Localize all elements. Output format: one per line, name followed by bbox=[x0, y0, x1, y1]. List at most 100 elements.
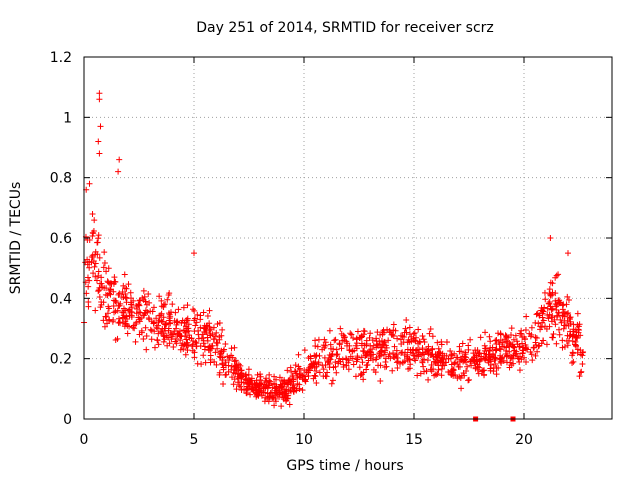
data-point bbox=[370, 351, 377, 358]
data-point bbox=[168, 331, 175, 338]
data-point bbox=[257, 373, 264, 380]
data-point bbox=[381, 329, 388, 336]
data-point bbox=[430, 353, 437, 360]
data-point bbox=[329, 377, 336, 384]
data-point bbox=[253, 377, 260, 384]
data-point bbox=[201, 346, 208, 353]
data-point bbox=[569, 359, 576, 366]
data-point bbox=[191, 354, 198, 361]
data-point bbox=[182, 351, 189, 358]
data-point bbox=[532, 352, 539, 359]
data-point bbox=[204, 334, 211, 341]
data-point bbox=[189, 347, 196, 354]
data-point bbox=[429, 346, 436, 353]
data-point bbox=[367, 342, 374, 349]
data-point bbox=[312, 342, 319, 349]
data-point bbox=[208, 345, 215, 352]
data-point bbox=[285, 381, 292, 388]
data-point bbox=[577, 332, 584, 339]
data-point bbox=[481, 355, 488, 362]
data-point bbox=[487, 338, 494, 345]
data-point bbox=[411, 337, 418, 344]
data-point bbox=[325, 359, 332, 366]
data-point bbox=[518, 356, 525, 363]
data-point bbox=[123, 321, 130, 328]
data-point bbox=[419, 345, 426, 352]
data-point bbox=[485, 351, 492, 358]
data-point bbox=[295, 351, 302, 358]
data-point bbox=[382, 349, 389, 356]
data-point bbox=[366, 348, 373, 355]
data-point bbox=[421, 351, 428, 358]
data-point bbox=[532, 339, 539, 346]
data-point bbox=[167, 313, 174, 320]
data-point bbox=[233, 361, 240, 368]
data-point bbox=[155, 319, 162, 326]
data-point bbox=[197, 312, 204, 319]
data-point bbox=[146, 299, 153, 306]
data-point bbox=[563, 310, 570, 317]
data-point bbox=[487, 365, 494, 372]
data-point bbox=[276, 374, 283, 381]
data-point bbox=[100, 299, 107, 306]
data-point bbox=[211, 358, 218, 365]
data-point bbox=[381, 364, 388, 371]
axis-ticks: 0 5 10 15 20 0 0.2 0.4 0.6 0.8 1 1.2 bbox=[50, 50, 612, 448]
data-point bbox=[552, 274, 559, 281]
data-point bbox=[242, 372, 249, 379]
data-point bbox=[489, 344, 496, 351]
data-point bbox=[377, 348, 384, 355]
data-point bbox=[148, 336, 155, 343]
data-point bbox=[86, 264, 93, 271]
data-point bbox=[111, 309, 118, 316]
data-point bbox=[573, 335, 580, 342]
data-point bbox=[468, 362, 475, 369]
data-point bbox=[514, 338, 521, 345]
data-point bbox=[404, 346, 411, 353]
x-tick-label: 15 bbox=[405, 432, 423, 448]
data-point bbox=[153, 315, 160, 322]
data-point bbox=[360, 376, 367, 383]
data-point bbox=[550, 330, 557, 337]
data-point bbox=[352, 342, 359, 349]
data-point bbox=[506, 340, 513, 347]
data-point bbox=[95, 138, 102, 145]
data-point bbox=[333, 351, 340, 358]
data-point bbox=[486, 347, 493, 354]
x-tick-label: 20 bbox=[515, 432, 533, 448]
data-point bbox=[173, 335, 180, 342]
data-point bbox=[556, 326, 563, 333]
data-point bbox=[400, 339, 407, 346]
data-point bbox=[501, 343, 508, 350]
data-point bbox=[549, 334, 556, 341]
data-point bbox=[192, 322, 199, 329]
data-point bbox=[271, 373, 278, 380]
data-point bbox=[116, 290, 123, 297]
data-point bbox=[400, 333, 407, 340]
data-point bbox=[213, 329, 220, 336]
data-point bbox=[273, 376, 280, 383]
data-point bbox=[97, 123, 104, 130]
data-point bbox=[133, 310, 140, 317]
data-point bbox=[330, 364, 337, 371]
data-point bbox=[345, 359, 352, 366]
data-point bbox=[389, 331, 396, 338]
data-point bbox=[492, 354, 499, 361]
data-point bbox=[359, 333, 366, 340]
data-point bbox=[510, 344, 517, 351]
data-point bbox=[354, 328, 361, 335]
data-point bbox=[546, 286, 553, 293]
data-point bbox=[96, 254, 103, 261]
data-point bbox=[392, 327, 399, 334]
data-point bbox=[263, 375, 270, 382]
data-point bbox=[565, 309, 572, 316]
data-point bbox=[556, 331, 563, 338]
data-point bbox=[181, 320, 188, 327]
data-point bbox=[410, 346, 417, 353]
data-point bbox=[555, 271, 562, 278]
data-point bbox=[140, 287, 147, 294]
data-point bbox=[105, 317, 112, 324]
data-point bbox=[235, 375, 242, 382]
data-point bbox=[101, 259, 108, 266]
data-point bbox=[201, 325, 208, 332]
